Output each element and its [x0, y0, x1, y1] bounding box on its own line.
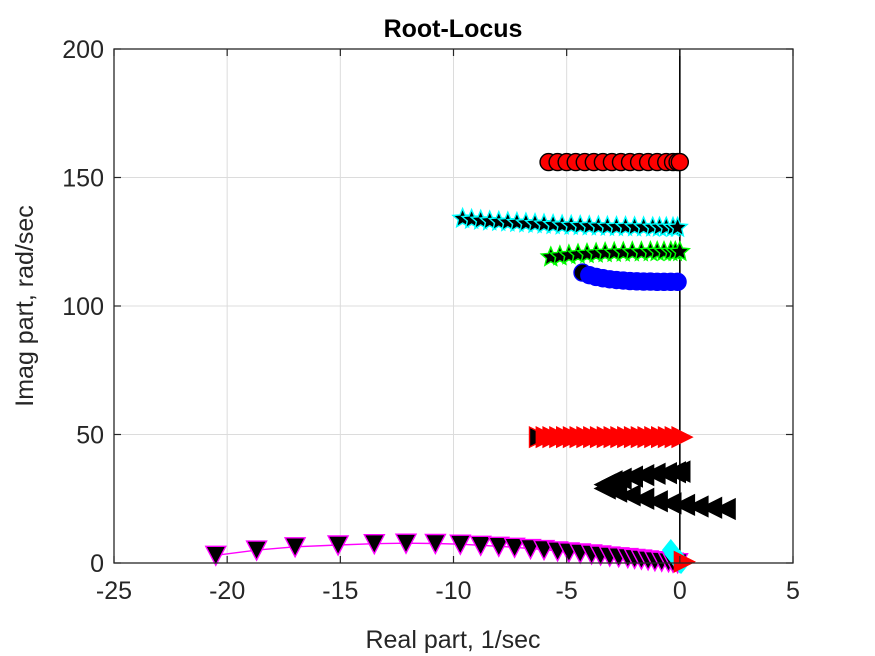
- data-point: [618, 484, 641, 507]
- series-1: [451, 206, 689, 238]
- y-tick-label: 0: [90, 550, 104, 578]
- data-point: [668, 460, 691, 483]
- x-tick-label: -20: [209, 577, 245, 605]
- x-axis-label: Real part, 1/sec: [365, 626, 540, 654]
- data-point: [204, 545, 227, 567]
- data-point: [394, 533, 418, 555]
- axis-ticks: [113, 48, 794, 564]
- data-point: [245, 540, 268, 562]
- data-point: [326, 535, 350, 557]
- series-2: [539, 239, 692, 267]
- data-point: [659, 492, 682, 515]
- x-tick-label: 0: [673, 577, 687, 605]
- x-tick-label: 5: [786, 577, 800, 605]
- x-tick-label: -25: [96, 577, 132, 605]
- data-point: [666, 215, 689, 238]
- data-point: [424, 533, 447, 556]
- y-tick-label: 50: [76, 422, 104, 450]
- data-point: [469, 535, 492, 557]
- series-3: [573, 263, 687, 292]
- data-point: [449, 534, 472, 556]
- data-point: [668, 239, 692, 262]
- y-tick-label: 150: [62, 165, 104, 193]
- data-point: [668, 272, 687, 292]
- y-axis-label: Imag part, rad/sec: [11, 205, 39, 406]
- data-point: [699, 496, 723, 519]
- series-4: [528, 425, 694, 449]
- data-point: [283, 537, 307, 559]
- data-point: [686, 495, 709, 518]
- data-point: [671, 425, 694, 449]
- series-0: [539, 152, 690, 172]
- data-point: [713, 497, 736, 521]
- series-5: [593, 460, 736, 521]
- data-point: [645, 490, 668, 513]
- x-tick-label: -10: [435, 577, 471, 605]
- x-tick-label: -5: [556, 577, 578, 605]
- x-tick-label: -15: [322, 577, 358, 605]
- data-point: [670, 152, 690, 172]
- y-tick-label: 200: [62, 36, 104, 64]
- series-6: [204, 533, 689, 575]
- data-point: [503, 537, 526, 559]
- data-point: [672, 493, 696, 517]
- y-tick-label: 100: [62, 293, 104, 321]
- data-point: [632, 487, 655, 510]
- data-point: [363, 534, 386, 556]
- series-layer: [204, 152, 736, 575]
- data-point: [487, 536, 510, 558]
- chart-title: Root-Locus: [384, 15, 523, 43]
